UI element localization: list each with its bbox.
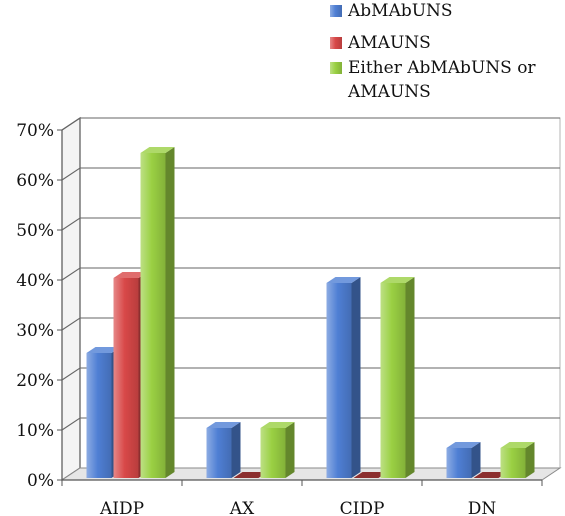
bar-ax-abmabuns (206, 422, 241, 478)
y-tick-label: 10% (16, 421, 54, 441)
bar-dn-amauns (473, 472, 508, 478)
bar-top (206, 422, 241, 428)
bar-front (260, 428, 286, 478)
y-tick-label: 30% (16, 321, 54, 341)
x-category-label: AX (229, 499, 255, 516)
bar-side (351, 277, 361, 478)
bar-front (206, 428, 232, 478)
bar-top (260, 422, 295, 428)
bar-cidp-either-abmabuns-or-amauns (380, 277, 415, 478)
legend-label: AbMAbUNS (347, 1, 453, 21)
bar-floor-sliver (473, 472, 508, 478)
bar-side (471, 442, 481, 478)
legend-label: AMAUNS (347, 33, 431, 53)
bar-cidp-amauns (353, 472, 388, 478)
gridline (61, 217, 560, 231)
bar-front (380, 283, 406, 478)
bar-side (165, 147, 175, 478)
bar-ax-either-abmabuns-or-amauns (260, 422, 295, 478)
legend-swatch (330, 62, 342, 74)
gridline (61, 117, 560, 131)
bar-front (86, 353, 112, 478)
bar-top (500, 442, 535, 448)
bar-dn-abmabuns (446, 442, 481, 478)
bar-front (113, 278, 139, 478)
bar-floor-sliver (233, 472, 268, 478)
y-tick-label: 70% (16, 121, 54, 141)
bar-floor-sliver (353, 472, 388, 478)
bar-ax-amauns (233, 472, 268, 478)
y-axis-ticks: 0% 10% 20% 30% 40% 50% 60% 70% (16, 121, 543, 491)
bars (86, 147, 535, 478)
gridline (61, 167, 560, 181)
bar-side (231, 422, 241, 478)
x-axis-labels: AIDP AX CIDP DN (99, 499, 496, 516)
legend: AbMAbUNS AMAUNS Either AbMAbUNS or AMAUNS (330, 1, 536, 102)
legend-swatch (330, 37, 342, 49)
y-tick-label: 0% (27, 471, 54, 491)
x-category-label: DN (468, 499, 497, 516)
bar-dn-either-abmabuns-or-amauns (500, 442, 535, 478)
bar-side (285, 422, 295, 478)
bar-side (405, 277, 415, 478)
y-tick-label: 50% (16, 221, 54, 241)
bar-top (380, 277, 415, 283)
chart-walls (60, 116, 562, 482)
legend-swatch (330, 5, 342, 17)
y-tick-label: 20% (16, 371, 54, 391)
gridline (61, 267, 560, 281)
bar-front (446, 448, 472, 478)
bar-top (113, 272, 148, 278)
bar-front (326, 283, 352, 478)
y-tick-label: 60% (16, 171, 54, 191)
bar-top (326, 277, 361, 283)
side-wall (61, 116, 81, 482)
bar-cidp-abmabuns (326, 277, 361, 478)
legend-label: Either AbMAbUNS or (348, 58, 536, 78)
bar-top (86, 347, 121, 353)
bar-aidp-either-abmabuns-or-amauns (140, 147, 175, 478)
y-tick-label: 40% (16, 271, 54, 291)
x-category-label: CIDP (340, 499, 385, 516)
bar-top (446, 442, 481, 448)
bar-top (140, 147, 175, 153)
bar-side (525, 442, 535, 478)
x-category-label: AIDP (99, 499, 144, 516)
legend-label: AMAUNS (347, 82, 431, 102)
bar-front (140, 153, 166, 478)
bar-front (500, 448, 526, 478)
